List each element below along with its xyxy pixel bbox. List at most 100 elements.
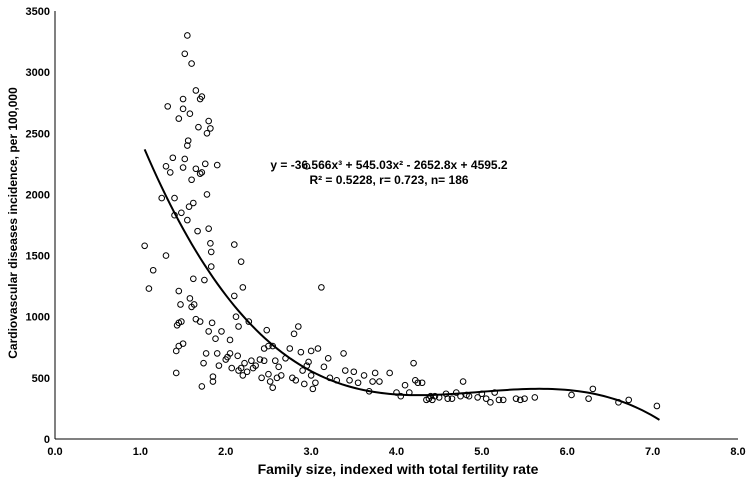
scatter-point	[295, 323, 302, 330]
scatter-point	[239, 284, 247, 291]
scatter-point	[175, 115, 183, 122]
scatter-point	[207, 240, 214, 247]
scatter-point	[177, 301, 184, 308]
scatter-point	[314, 345, 322, 352]
scatter-point	[207, 248, 215, 256]
y-axis-title: Cardiovascular diseases incidence, per 1…	[6, 87, 20, 359]
y-tick-label: 3500	[26, 6, 50, 18]
scatter-point	[179, 340, 187, 347]
x-tick-label: 7.0	[645, 446, 660, 458]
scatter-point	[354, 379, 362, 387]
scatter-point	[228, 364, 236, 372]
scatter-point	[290, 330, 298, 338]
scatter-point	[186, 110, 194, 118]
scatter-point	[516, 396, 524, 404]
x-tick-label: 3.0	[303, 446, 318, 458]
scatter-point	[190, 275, 197, 283]
scatter-point	[277, 372, 285, 379]
scatter-point	[205, 225, 212, 232]
scatter-point	[149, 266, 157, 274]
plot-area	[141, 32, 661, 421]
x-axis-title: Family size, indexed with total fertilit…	[258, 461, 539, 477]
scatter-point	[521, 395, 528, 402]
scatter-point	[371, 369, 379, 377]
scatter-point	[418, 379, 426, 387]
scatter-point	[213, 350, 221, 357]
scatter-point	[203, 129, 211, 137]
scatter-point	[256, 356, 264, 363]
scatter-point	[232, 313, 240, 321]
scatter-point	[346, 377, 353, 384]
scatter-point	[198, 383, 206, 390]
scatter-point	[241, 359, 248, 367]
scatter-point	[230, 292, 238, 300]
scatter-point	[192, 165, 200, 173]
scatter-point	[196, 318, 204, 325]
scatter-point	[172, 347, 180, 355]
scatter-point	[209, 373, 217, 380]
scatter-point	[243, 368, 251, 376]
scatter-point	[185, 203, 193, 210]
y-tick-label: 1000	[26, 312, 50, 324]
scatter-point	[179, 105, 187, 113]
scatter-point	[215, 362, 223, 369]
scatter-point	[200, 359, 207, 367]
scatter-point	[202, 350, 210, 357]
scatter-point	[474, 394, 481, 401]
scatter-point	[190, 301, 198, 308]
scatter-point	[585, 395, 592, 402]
scatter-point	[192, 87, 200, 94]
tick-labels: 0.0 1.0 2.0 3.0 4.0 5.0 6.0 7.0 8.0 0 500 1000 1500 2…	[26, 6, 746, 458]
scatter-point	[237, 258, 245, 265]
scatter-point	[195, 123, 202, 131]
scatter-point	[208, 319, 216, 327]
scatter-point	[162, 163, 170, 170]
scatter-point	[265, 370, 272, 378]
scatter-point	[495, 396, 503, 404]
scatter-point	[360, 372, 368, 379]
scatter-point	[427, 392, 434, 400]
scatter-point	[169, 154, 177, 162]
scatter-point	[414, 379, 422, 387]
scatter-point	[205, 328, 212, 335]
scatter-point	[307, 372, 315, 379]
scatter-point	[239, 372, 247, 379]
scatter-point	[568, 391, 575, 399]
scatter-point	[230, 241, 238, 248]
x-tick-label: 2.0	[218, 446, 233, 458]
scatter-point	[482, 395, 490, 402]
scatter-point	[205, 117, 212, 125]
scatter-point	[320, 363, 328, 371]
scatter-point	[269, 384, 277, 391]
x-tick-label: 6.0	[560, 446, 575, 458]
scatter-point	[162, 252, 170, 259]
scatter-point	[172, 369, 180, 377]
scatter-point	[318, 284, 325, 291]
scatter-point	[181, 155, 189, 163]
trendline	[143, 148, 660, 421]
scatter-point	[431, 392, 439, 400]
scatter-point	[198, 169, 206, 176]
scatter-point	[258, 374, 265, 382]
scatter-point	[260, 357, 268, 365]
scatter-point	[491, 389, 498, 396]
scatter-point	[271, 357, 279, 365]
scatter-point	[499, 396, 507, 404]
scatter-point	[188, 60, 195, 67]
scatter-point	[263, 326, 271, 334]
scatter-point	[401, 381, 409, 389]
x-tick-label: 5.0	[474, 446, 489, 458]
scatter-point	[179, 164, 187, 171]
y-tick-label: 0	[44, 434, 50, 446]
scatter-point	[397, 392, 405, 400]
scatter-point	[653, 402, 661, 410]
scatter-point	[286, 345, 294, 352]
scatter-point	[297, 348, 305, 356]
scatter-point	[625, 396, 633, 404]
scatter-point	[275, 363, 282, 371]
scatter-point	[184, 32, 191, 39]
scatter-point	[196, 170, 204, 177]
scatter-point	[226, 336, 234, 344]
scatter-point	[209, 378, 217, 385]
